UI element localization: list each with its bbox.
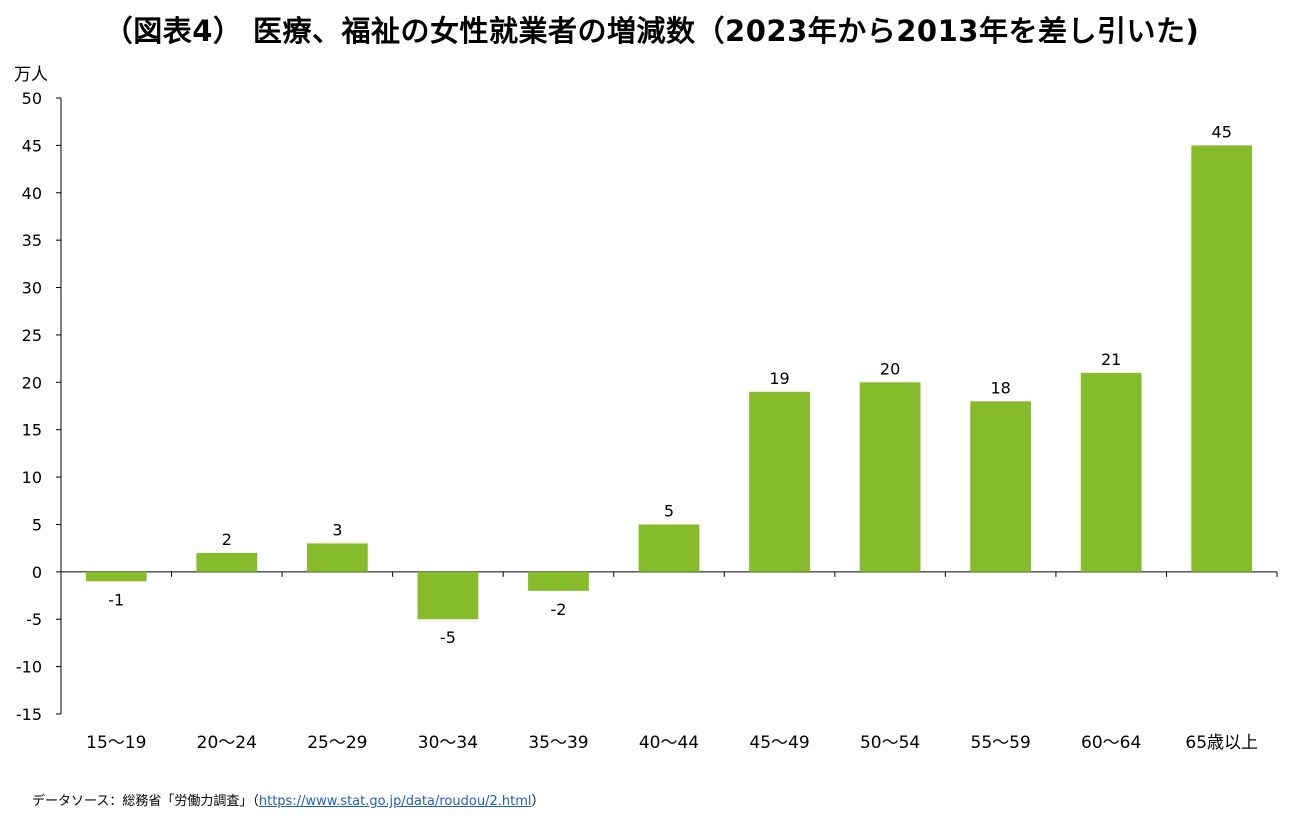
y-tick-label: 30: [22, 279, 42, 298]
bar: [528, 571, 589, 591]
bar: [749, 391, 810, 572]
y-tick-label: 45: [22, 136, 42, 155]
y-tick-label: 0: [32, 563, 42, 582]
x-tick-label: 25〜29: [307, 733, 367, 753]
bar-chart: -15-10-505101520253035404550-115〜19220〜2…: [16, 89, 1278, 753]
x-tick-label: 50〜54: [860, 733, 920, 753]
bar: [196, 552, 258, 572]
chart-title: （図表4） 医療、福祉の女性就業者の増減数（2023年から2013年を差し引いた…: [103, 14, 1200, 48]
bar: [1080, 372, 1142, 572]
x-tick-label: 40〜44: [639, 733, 699, 753]
x-tick-label: 45〜49: [749, 733, 809, 753]
y-tick-label: 50: [22, 89, 42, 108]
bar: [417, 571, 479, 620]
x-tick-label: 30〜34: [418, 733, 478, 753]
y-tick-label: 5: [32, 515, 42, 534]
data-label: -2: [550, 600, 566, 619]
y-tick-label: 15: [22, 421, 42, 440]
data-label: 2: [222, 530, 232, 549]
x-tick-label: 55〜59: [971, 733, 1031, 753]
source-suffix: ）: [531, 794, 545, 809]
bar: [970, 401, 1032, 572]
x-tick-label: 15〜19: [86, 733, 146, 753]
y-tick-label: 40: [22, 184, 42, 203]
bar: [85, 571, 147, 582]
y-tick-label: -15: [16, 705, 42, 724]
data-label: 18: [990, 378, 1010, 397]
bar: [638, 524, 700, 572]
data-label: -1: [108, 590, 124, 609]
data-label: 45: [1212, 122, 1232, 141]
bar: [1191, 145, 1253, 572]
y-tick-label: -5: [26, 610, 42, 629]
data-label: 21: [1101, 350, 1121, 369]
y-tick-label: 25: [22, 326, 42, 345]
x-tick-label: 20〜24: [197, 733, 257, 753]
x-tick-label: 65歳以上: [1185, 733, 1258, 753]
data-label: -5: [440, 628, 456, 647]
x-tick-label: 35〜39: [528, 733, 588, 753]
source-prefix: データソース：総務省「労働力調査」（: [32, 794, 259, 809]
source-link[interactable]: https://www.stat.go.jp/data/roudou/2.htm…: [258, 794, 532, 809]
data-label: 19: [769, 369, 789, 388]
y-tick-label: 35: [22, 231, 42, 250]
y-axis-unit-label: 万人: [14, 65, 48, 85]
data-label: 5: [664, 501, 674, 520]
data-label: 3: [332, 520, 342, 539]
y-tick-label: 10: [22, 468, 42, 487]
x-tick-label: 60〜64: [1081, 733, 1141, 753]
bar: [306, 543, 368, 572]
data-label: 20: [880, 359, 900, 378]
data-source-note: データソース：総務省「労働力調査」（https://www.stat.go.jp…: [32, 790, 544, 809]
bar: [859, 382, 921, 572]
y-tick-label: -10: [16, 658, 42, 677]
y-tick-label: 20: [22, 373, 42, 392]
